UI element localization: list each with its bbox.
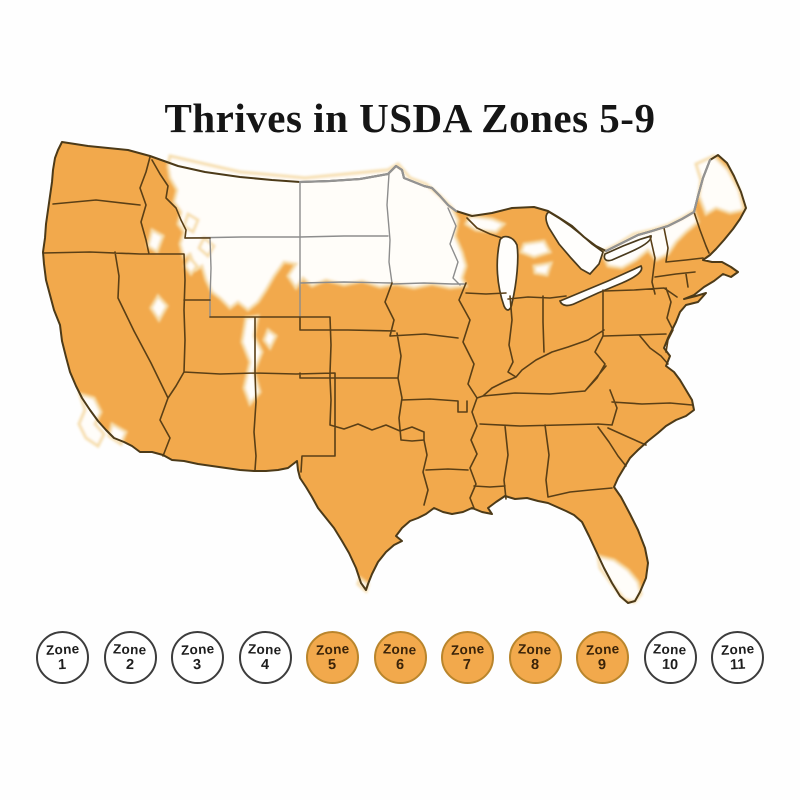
socal-warm-zone-shape	[77, 391, 106, 449]
zone-badge-1: Zone 1	[36, 631, 89, 684]
idaho-cold-patch	[146, 227, 165, 255]
zone-label: Zone	[653, 640, 687, 658]
zone-number: 10	[661, 656, 679, 674]
zone-label: Zone	[720, 640, 755, 658]
zone-badge-8: Zone 8	[508, 631, 562, 684]
zone-number: 11	[729, 656, 746, 674]
socal-warm-zone-shape	[107, 421, 128, 447]
michigan-cold-patch	[519, 239, 553, 259]
montana-cold-patch	[182, 211, 200, 235]
zone-label: Zone	[315, 640, 350, 658]
zone-label: Zone	[180, 640, 215, 658]
lake-michigan-shape	[496, 235, 519, 311]
zone-badge-11: Zone 11	[711, 631, 764, 684]
zone-number: 1	[58, 656, 67, 674]
zone-label: Zone	[248, 640, 282, 658]
zone-number: 3	[193, 656, 202, 674]
upper-michigan-cold-patch	[464, 214, 507, 234]
zone-label: Zone	[518, 640, 552, 658]
zone-number: 2	[125, 656, 135, 674]
zone-badge-7: Zone 7	[441, 631, 494, 684]
zone-label: Zone	[585, 640, 620, 658]
zone-badge-2: Zone 2	[103, 631, 157, 684]
zone-legend: Zone 1 Zone 2 Zone 3 Zone 4 Zone 5 Zone 6 Zone…	[36, 631, 764, 684]
michigan-cold-patch	[532, 261, 554, 277]
zone-badge-5: Zone 5	[306, 631, 359, 684]
zone-number: 8	[530, 656, 540, 674]
zone-badge-3: Zone 3	[171, 631, 224, 684]
zone-number: 9	[598, 656, 607, 674]
northern-cold-zone-shape	[166, 154, 469, 312]
zone-badge-6: Zone 6	[373, 631, 427, 684]
state-borders-north	[184, 173, 467, 318]
rockies-cold-patch	[262, 327, 278, 351]
zone-badge-9: Zone 9	[576, 631, 629, 684]
lake-ontario-shape	[603, 234, 652, 262]
zone-label: Zone	[113, 640, 147, 658]
idaho-cold-patch	[149, 293, 169, 323]
zone-number: 7	[463, 656, 472, 674]
idaho-cold-patch	[183, 255, 199, 277]
zone-number: 5	[328, 656, 337, 674]
lake-erie-shape	[558, 264, 643, 307]
zone-label: Zone	[383, 640, 417, 658]
country-outline-north	[298, 158, 712, 253]
zone-badge-4: Zone 4	[238, 631, 292, 684]
zone-number: 4	[260, 656, 270, 674]
zone-number: 6	[395, 656, 405, 674]
maine-cold-zone-shape	[694, 154, 746, 217]
zone-badge-10: Zone 10	[643, 631, 697, 684]
zone-label: Zone	[450, 640, 485, 658]
cold-zones-group	[77, 154, 746, 604]
zone-label: Zone	[45, 640, 80, 658]
page-title: Thrives in USDA Zones 5-9	[164, 95, 656, 141]
state-borders	[42, 156, 710, 509]
